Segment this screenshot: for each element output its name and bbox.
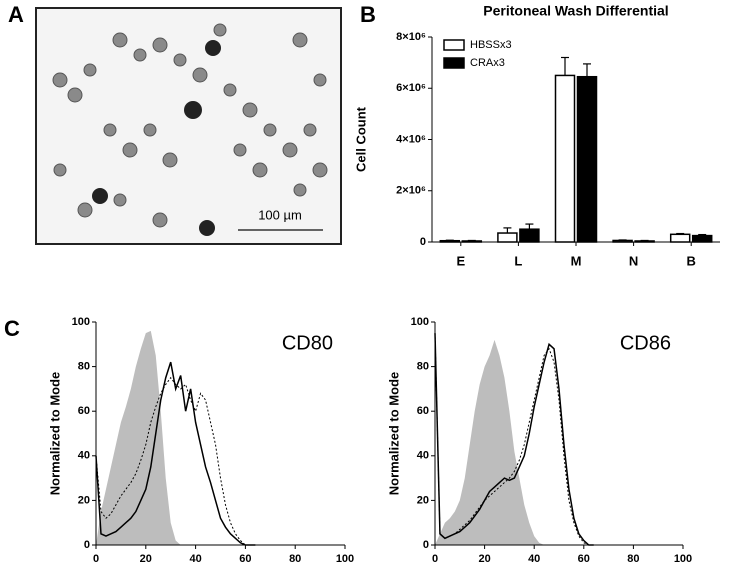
bar — [576, 75, 598, 243]
x-tick-label: M — [571, 253, 582, 268]
y-tick-label: 20 — [78, 494, 90, 506]
x-tick-label: B — [687, 253, 696, 268]
y-axis-label: Normalized to Mode — [386, 372, 401, 496]
y-tick-label: 80 — [78, 361, 90, 373]
annotation: CD80 — [282, 332, 333, 354]
y-tick-label: 0 — [420, 236, 426, 248]
x-tick-label: L — [514, 253, 522, 268]
y-tick-label: 60 — [78, 405, 90, 417]
histogram-line — [434, 333, 594, 546]
panel-label: C — [4, 316, 20, 341]
bar — [554, 74, 576, 243]
x-tick-label: 100 — [674, 553, 692, 565]
bar — [497, 232, 518, 243]
y-tick-label: 8×10⁶ — [396, 31, 426, 43]
scale-bar-label: 100 µm — [258, 207, 302, 222]
x-tick-label: 0 — [432, 553, 438, 565]
x-tick-label: E — [456, 253, 465, 268]
bar — [669, 233, 691, 243]
histogram-line — [95, 376, 256, 546]
chart-title: Peritoneal Wash Differential — [483, 3, 668, 19]
y-tick-label: 2×10⁶ — [396, 185, 426, 197]
y-tick-label: 20 — [417, 494, 429, 506]
x-tick-label: 20 — [140, 553, 152, 565]
x-tick-label: 100 — [336, 553, 354, 565]
x-tick-label: 80 — [289, 553, 301, 565]
micrograph: 100 µm — [35, 7, 342, 245]
y-tick-label: 100 — [72, 316, 90, 328]
y-tick-label: 40 — [78, 450, 90, 462]
bar — [691, 234, 713, 243]
y-tick-label: 40 — [417, 450, 429, 462]
legend-label: CRAx3 — [470, 57, 505, 69]
y-tick-label: 6×10⁶ — [396, 82, 426, 94]
annotation: CD86 — [620, 332, 671, 354]
bar — [612, 239, 633, 243]
histogram-line — [434, 333, 594, 546]
x-tick-label: 40 — [528, 553, 540, 565]
y-tick-label: 0 — [84, 539, 90, 551]
y-tick-label: 4×10⁶ — [396, 133, 426, 145]
x-tick-label: 60 — [578, 553, 590, 565]
y-tick-label: 60 — [417, 405, 429, 417]
y-tick-label: 0 — [423, 539, 429, 551]
y-axis-label: Normalized to Mode — [47, 372, 62, 496]
bar — [439, 239, 461, 243]
bar — [634, 240, 655, 243]
x-tick-label: 0 — [93, 553, 99, 565]
isotype-area — [96, 330, 256, 545]
y-axis-label: Cell Count — [353, 106, 368, 172]
bar — [461, 240, 483, 243]
cells — [52, 23, 328, 228]
y-tick-label: 100 — [411, 316, 429, 328]
x-tick-label: 20 — [478, 553, 490, 565]
x-tick-label: N — [629, 253, 638, 268]
panel-label: B — [360, 2, 376, 27]
legend-label: HBSSx3 — [470, 39, 512, 51]
x-tick-label: 60 — [239, 553, 251, 565]
panel-label: A — [8, 2, 24, 27]
y-tick-label: 80 — [417, 361, 429, 373]
histogram-line — [95, 361, 256, 546]
legend-swatch — [443, 57, 465, 69]
x-tick-label: 80 — [627, 553, 639, 565]
x-tick-label: 40 — [189, 553, 201, 565]
dark-cells — [92, 40, 221, 236]
legend-swatch — [443, 39, 465, 51]
bar — [519, 228, 540, 243]
isotype-area — [435, 339, 594, 545]
